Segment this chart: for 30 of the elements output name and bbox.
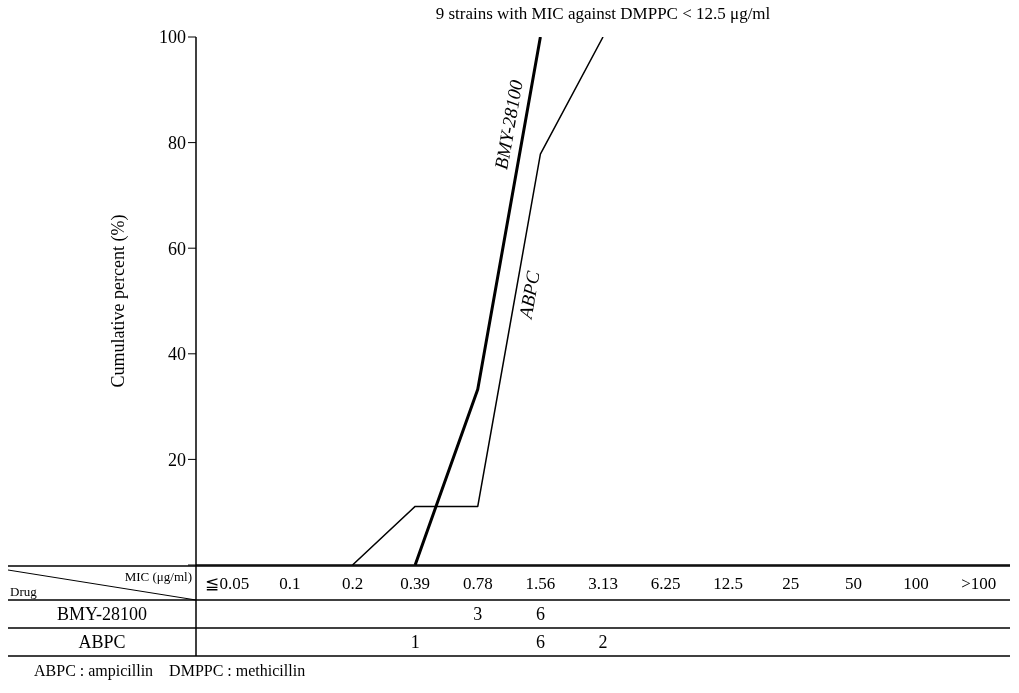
- x-tick-label: 25: [782, 574, 800, 593]
- x-tick-label: 50: [844, 574, 862, 593]
- y-tick-label: 100: [159, 27, 186, 48]
- y-tick-label: 80: [168, 132, 186, 153]
- x-tick-label: >100: [961, 574, 997, 593]
- x-tick-label: 100: [903, 574, 929, 593]
- data-label: 3: [473, 604, 483, 624]
- text: ABPC: [514, 269, 544, 322]
- data-label: 6: [535, 632, 545, 652]
- y-axis-title: Drug: [10, 584, 38, 599]
- y-tick-label: 60: [168, 238, 186, 259]
- y-tick-label: 20: [168, 449, 186, 470]
- x-tick-label: ≦0.05: [205, 574, 250, 593]
- x-tick-label: 3.13: [588, 574, 618, 593]
- y-tick-label: 40: [168, 344, 186, 365]
- data-label: 1: [410, 632, 420, 652]
- x-tick-label: 0.78: [462, 574, 493, 593]
- x-tick-label: 6.25: [650, 574, 681, 593]
- x-tick-label: 1.56: [525, 574, 556, 593]
- x-tick-label: 0.39: [400, 574, 431, 593]
- text: BMY-28100: [490, 77, 527, 172]
- data-label: 2: [598, 632, 608, 652]
- data-label: 6: [535, 604, 545, 624]
- chart-title: 9 strains with MIC against DMPPC < 12.5 μg/ml: [434, 4, 772, 24]
- x-axis-title: MIC (μg/ml): [124, 569, 192, 584]
- y-axis-title: Cumulative percent (%): [108, 214, 130, 388]
- text: ABPC : ampicillin DMPPC : methicillin: [34, 662, 306, 680]
- x-tick-label: 12.5: [713, 574, 744, 593]
- x-tick-label: 0.2: [341, 574, 364, 593]
- x-tick-label: 0.1: [279, 574, 301, 593]
